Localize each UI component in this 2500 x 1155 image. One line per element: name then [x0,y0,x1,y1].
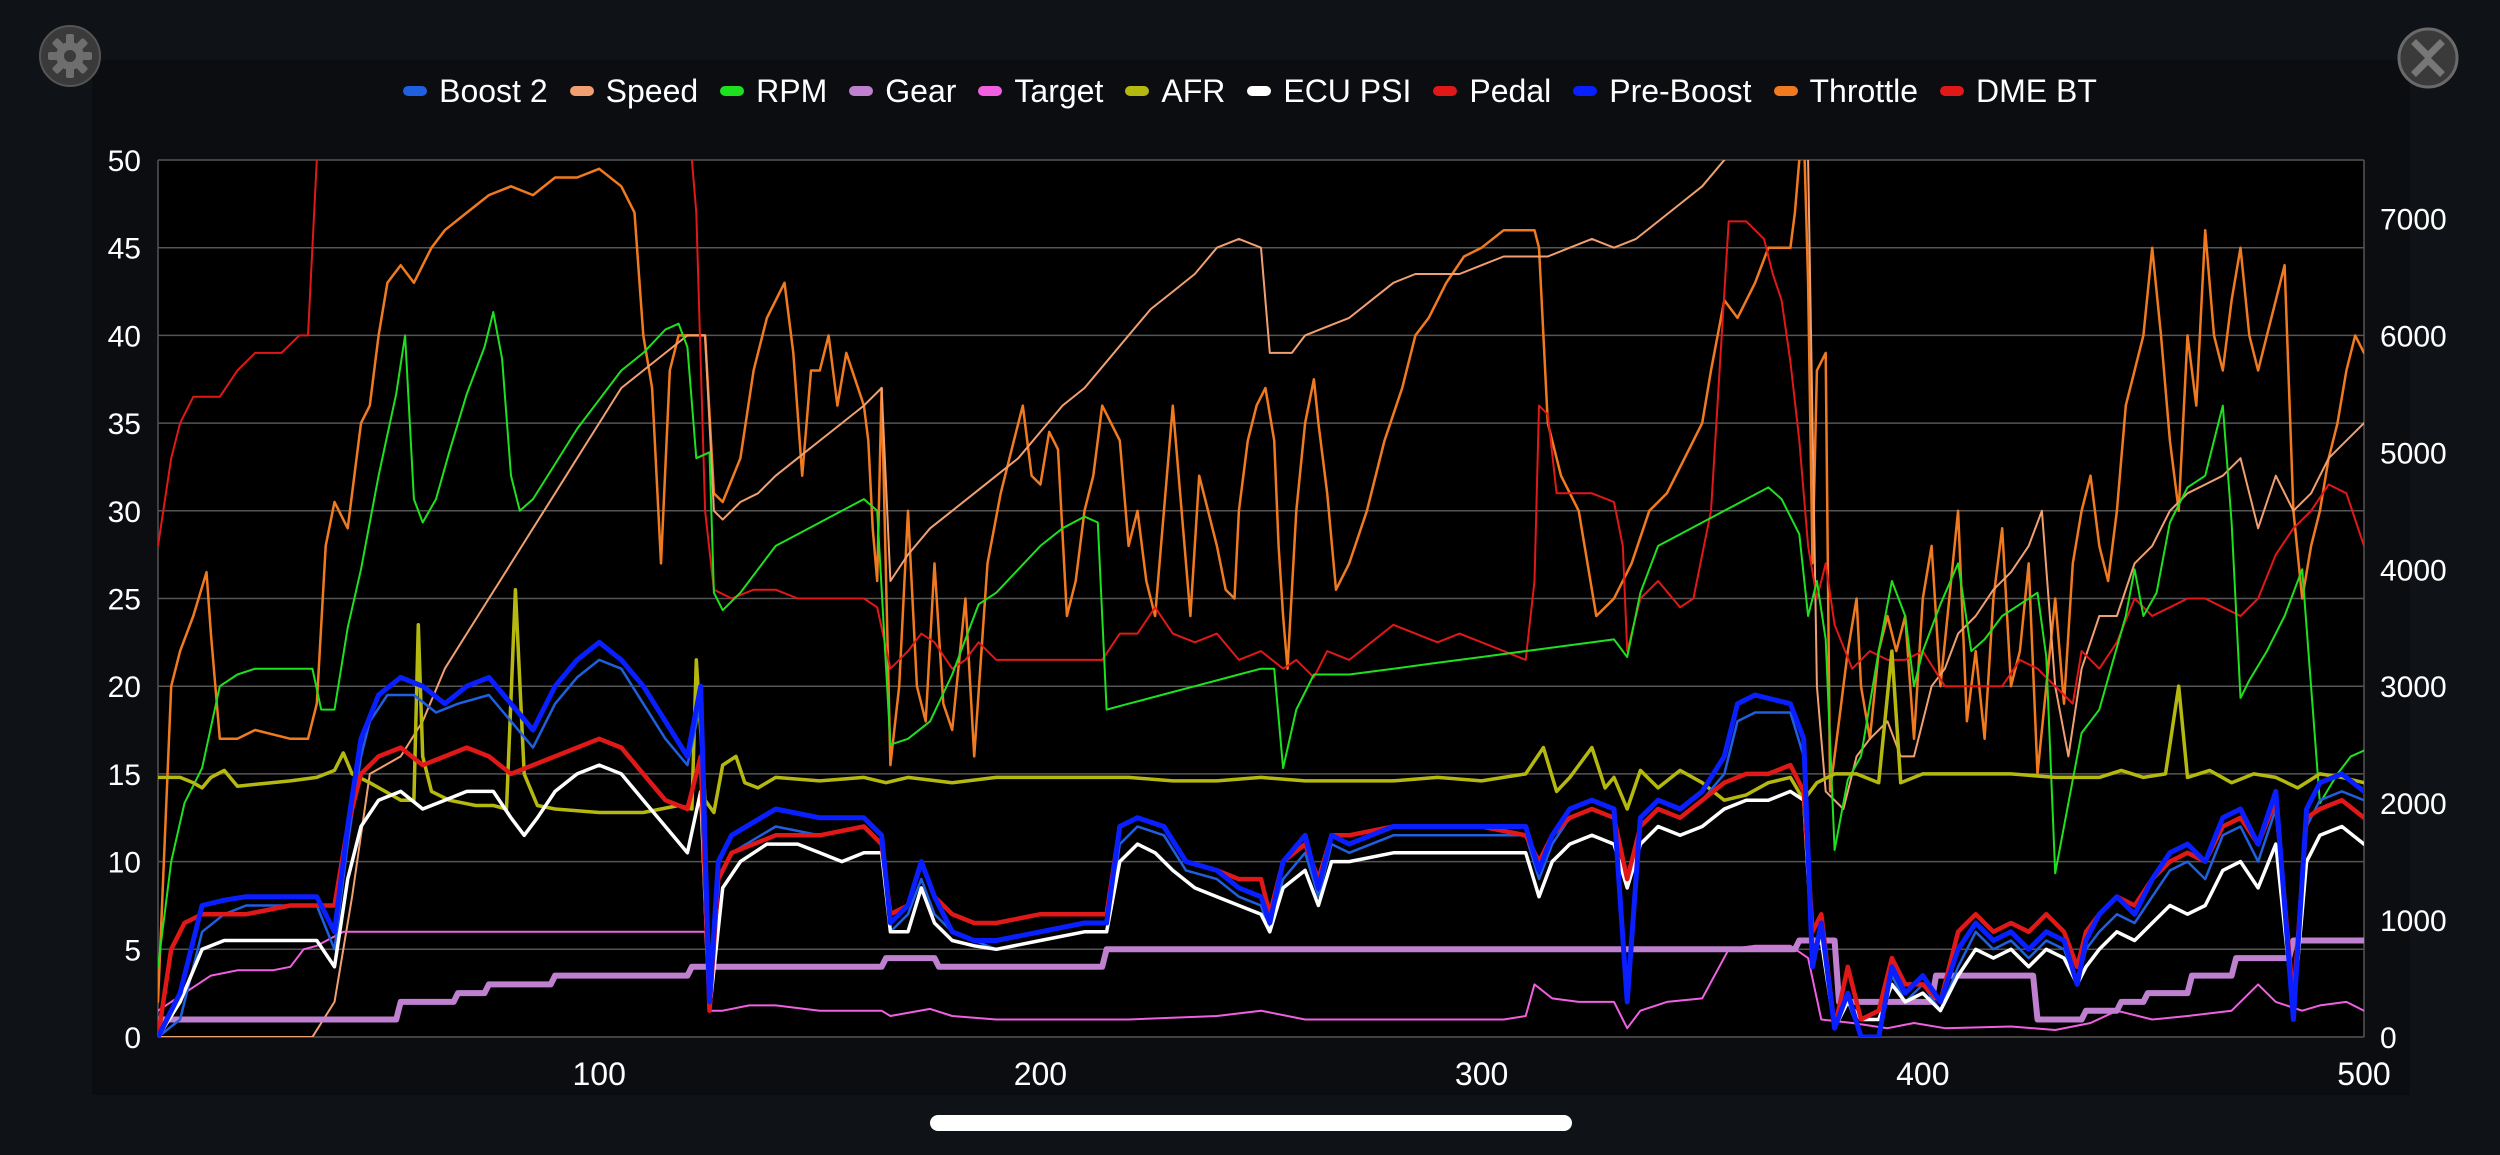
y-left-tick-label: 50 [108,145,141,178]
axes: 0510152025303540455001000200030004000500… [108,145,2447,1092]
legend-label: Target [1014,72,1104,109]
legend-swatch [1939,86,1964,96]
legend-swatch [849,86,874,96]
legend-item-rpm: RPM [720,73,827,110]
legend-item-afr: AFR [1125,73,1225,110]
chart-legend: Boost 2 Speed RPM Gear Target AFR ECU PSI Pedal… [0,66,2500,116]
y-right-tick-label: 3000 [2380,671,2447,704]
legend-item-pedal: Pedal [1433,73,1551,110]
x-tick-label: 100 [573,1056,626,1092]
legend-label: Throttle [1809,72,1918,109]
y-left-tick-label: 15 [108,759,141,792]
series-line-throttle [158,160,2364,1004]
legend-swatch [403,86,428,96]
y-left-tick-label: 0 [124,1022,141,1055]
y-left-tick-label: 35 [108,408,141,441]
x-tick-label: 300 [1455,1056,1508,1092]
grid-lines [157,159,2365,1038]
legend-item-pre-boost: Pre-Boost [1573,72,1752,110]
legend-label: Boost 2 [439,72,548,109]
legend-swatch [1433,86,1458,96]
y-right-tick-label: 0 [2380,1022,2397,1055]
legend-label: DME BT [1975,72,2097,109]
y-left-tick-label: 20 [108,671,141,704]
legend-label: ECU PSI [1283,72,1412,109]
y-right-tick-label: 1000 [2380,905,2447,938]
y-left-tick-label: 40 [108,320,141,353]
close-circle-icon [2397,27,2459,89]
x-tick-label: 500 [2337,1056,2390,1092]
legend-item-dme-bt: DME BT [1939,72,2097,110]
home-indicator[interactable] [930,1115,1572,1131]
y-right-tick-label: 6000 [2380,320,2447,353]
legend-item-gear: Gear [849,73,956,110]
y-left-tick-label: 30 [108,496,141,529]
series-line-rpm [158,311,2364,968]
series-lines [158,160,2364,1037]
series-line-pre-boost [158,639,2364,1037]
y-left-tick-label: 5 [124,934,141,967]
x-tick-label: 400 [1896,1056,1949,1092]
legend-item-target: Target [978,73,1103,110]
legend-swatch [1125,86,1150,96]
series-line-ecu-psi [158,763,2364,1037]
close-button[interactable] [2396,26,2460,90]
legend-label: Pedal [1469,72,1552,109]
y-left-tick-label: 10 [108,847,141,880]
legend-label: Gear [885,72,957,109]
legend-swatch [569,86,594,96]
legend-swatch [1573,86,1598,96]
y-right-tick-label: 7000 [2380,203,2447,236]
legend-swatch [720,86,745,96]
legend-label: RPM [756,72,828,109]
y-right-tick-label: 2000 [2380,788,2447,821]
legend-item-speed: Speed [569,72,699,110]
legend-swatch [978,86,1003,96]
legend-swatch [1773,86,1798,96]
legend-label: AFR [1161,72,1226,109]
legend-swatch [1247,86,1272,96]
settings-button[interactable] [38,24,102,88]
gear-icon [39,25,101,87]
y-right-tick-label: 4000 [2380,554,2447,587]
y-left-tick-label: 25 [108,584,141,617]
x-tick-label: 200 [1014,1056,1067,1092]
legend-label: Pre-Boost [1609,72,1752,109]
legend-item-boost-2: Boost 2 [403,73,548,110]
legend-label: Speed [605,72,699,109]
y-right-tick-label: 5000 [2380,437,2447,470]
legend-item-throttle: Throttle [1773,72,1918,110]
series-line-afr [158,587,2364,815]
y-left-tick-label: 45 [108,233,141,266]
legend-item-ecu-psi: ECU PSI [1247,73,1411,110]
